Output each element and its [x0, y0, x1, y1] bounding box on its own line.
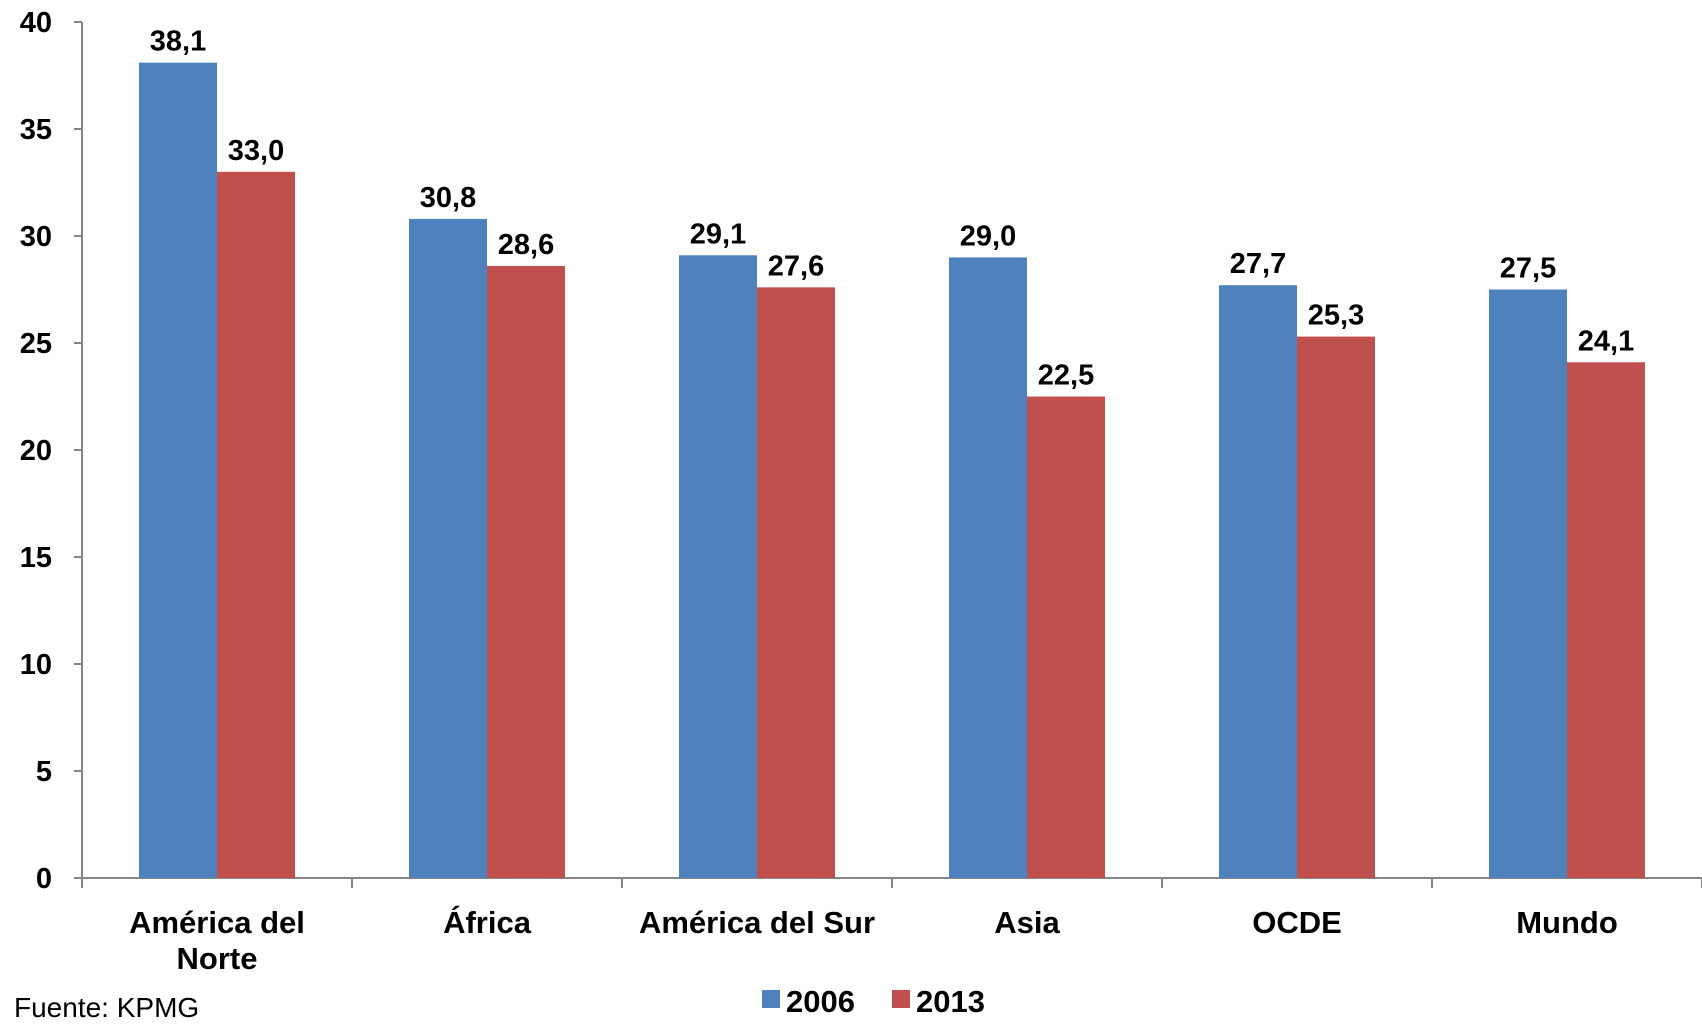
data-label: 27,6 — [768, 250, 824, 282]
category-label: Asia — [994, 905, 1060, 940]
legend-swatch-2006 — [762, 990, 780, 1008]
data-label: 33,0 — [228, 135, 284, 167]
bar-2006 — [679, 255, 757, 878]
y-tick-label: 15 — [20, 542, 52, 574]
y-tick-label: 40 — [20, 7, 52, 39]
data-label: 28,6 — [498, 229, 554, 261]
y-tick-label: 5 — [36, 756, 52, 788]
data-label: 25,3 — [1308, 300, 1364, 332]
category-label: OCDE — [1252, 905, 1342, 940]
data-label: 24,1 — [1578, 325, 1634, 357]
legend-label-2006: 2006 — [786, 984, 855, 1019]
bar-2013 — [217, 171, 295, 879]
bar-2013 — [1567, 362, 1645, 878]
data-label: 27,7 — [1230, 248, 1286, 280]
y-tick-label: 10 — [20, 649, 52, 681]
data-label: 29,0 — [960, 220, 1016, 252]
bar-2006 — [949, 257, 1027, 878]
data-label: 38,1 — [150, 26, 206, 58]
bar-2013 — [1027, 396, 1105, 878]
legend-label-2013: 2013 — [916, 984, 985, 1019]
y-tick-label: 25 — [20, 328, 52, 360]
data-label: 29,1 — [690, 218, 746, 250]
bar-2006 — [409, 218, 487, 878]
bar-2006 — [1219, 285, 1297, 879]
bar-2013 — [487, 265, 565, 879]
y-tick-label: 20 — [20, 435, 52, 467]
data-label: 22,5 — [1038, 360, 1094, 392]
source-note: Fuente: KPMG — [14, 992, 200, 1023]
category-label: América del — [129, 905, 305, 940]
category-label: Norte — [177, 941, 258, 976]
y-tick-label: 35 — [20, 114, 52, 146]
y-tick-label: 30 — [20, 221, 52, 253]
legend-swatch-2013 — [892, 990, 910, 1008]
category-label: África — [443, 905, 532, 940]
data-label: 27,5 — [1500, 253, 1556, 285]
bar-2013 — [757, 287, 835, 878]
data-label: 30,8 — [420, 182, 476, 214]
bar-2013 — [1297, 336, 1375, 879]
category-label: Mundo — [1516, 905, 1618, 940]
category-label: América del Sur — [639, 905, 875, 940]
bar-2006 — [139, 62, 217, 879]
y-tick-label: 0 — [36, 863, 52, 895]
bar-2006 — [1489, 289, 1567, 878]
